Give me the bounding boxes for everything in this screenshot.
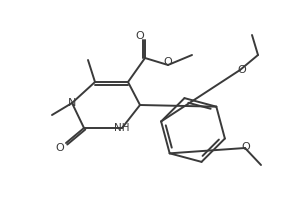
Text: O: O [136,31,144,41]
Text: O: O [56,143,64,153]
Text: N: N [68,98,76,108]
Text: NH: NH [114,123,130,133]
Text: O: O [238,65,246,75]
Text: O: O [242,142,250,152]
Text: O: O [164,57,172,67]
